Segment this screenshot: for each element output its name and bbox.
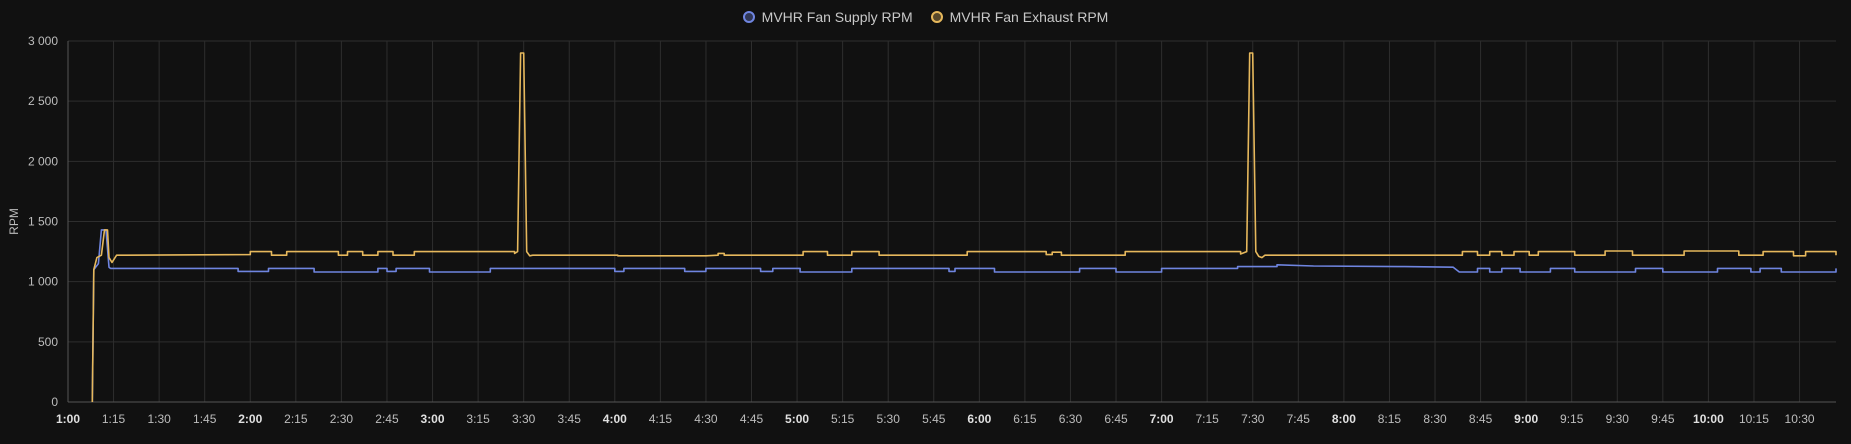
legend-swatch-supply [742,11,755,23]
x-tick-label: 6:30 [1059,412,1083,426]
x-tick-label: 5:00 [785,412,809,426]
x-tick-label: 4:00 [603,412,627,426]
y-tick-label: 0 [51,395,58,409]
x-tick-label: 10:15 [1739,412,1769,426]
x-tick-label: 9:30 [1606,412,1630,426]
x-tick-label: 1:15 [102,412,126,426]
x-tick-label: 8:15 [1378,412,1402,426]
x-tick-label: 10:30 [1785,412,1815,426]
x-tick-label: 8:30 [1423,412,1447,426]
x-tick-label: 4:45 [740,412,764,426]
y-tick-label: 2 500 [28,94,58,108]
x-tick-label: 3:30 [512,412,536,426]
x-tick-label: 4:15 [649,412,673,426]
x-tick-label: 5:45 [922,412,946,426]
x-tick-label: 7:30 [1241,412,1265,426]
x-tick-label: 2:00 [238,412,262,426]
x-tick-label: 4:30 [694,412,718,426]
x-tick-label: 2:45 [375,412,399,426]
y-tick-label: 1 000 [28,275,58,289]
series-line-supply [91,229,1837,403]
x-tick-label: 2:30 [330,412,354,426]
y-tick-label: 3 000 [28,34,58,48]
x-tick-label: 9:00 [1514,412,1538,426]
x-tick-label: 3:00 [421,412,445,426]
x-tick-label: 6:45 [1104,412,1128,426]
x-tick-label: 7:00 [1150,412,1174,426]
legend: MVHR Fan Supply RPM MVHR Fan Exhaust RPM [0,0,1851,34]
x-tick-label: 7:45 [1287,412,1311,426]
x-tick-label: 6:00 [967,412,991,426]
x-tick-label: 1:00 [56,412,80,426]
y-tick-label: 500 [38,335,58,349]
x-tick-label: 3:45 [558,412,582,426]
x-tick-label: 8:45 [1469,412,1493,426]
x-tick-label: 6:15 [1013,412,1037,426]
x-tick-label: 7:15 [1195,412,1219,426]
legend-swatch-exhaust [930,11,943,23]
legend-item-supply[interactable]: MVHR Fan Supply RPM [742,9,913,25]
y-axis-title: RPM [7,208,21,235]
series-line-exhaust [91,52,1837,403]
y-tick-label: 2 000 [28,154,58,168]
x-tick-label: 2:15 [284,412,308,426]
legend-item-exhaust[interactable]: MVHR Fan Exhaust RPM [930,9,1109,25]
x-tick-label: 9:15 [1560,412,1584,426]
x-tick-label: 1:45 [193,412,217,426]
legend-label-supply: MVHR Fan Supply RPM [761,9,913,25]
x-tick-label: 5:15 [831,412,855,426]
x-tick-label: 9:45 [1651,412,1675,426]
legend-label-exhaust: MVHR Fan Exhaust RPM [949,9,1109,25]
x-tick-label: 3:15 [466,412,490,426]
x-tick-label: 8:00 [1332,412,1356,426]
x-tick-label: 5:30 [877,412,901,426]
x-tick-label: 10:00 [1693,412,1724,426]
x-tick-label: 1:30 [147,412,171,426]
y-tick-label: 1 500 [28,215,58,229]
